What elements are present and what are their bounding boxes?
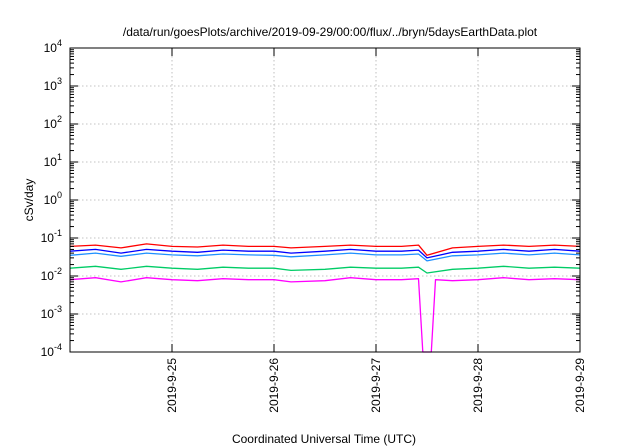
y-tick-label: 100 (44, 190, 62, 207)
chart-title: /data/run/goesPlots/archive/2019-09-29/0… (123, 25, 538, 39)
y-tick-label: 10-2 (41, 266, 62, 283)
y-tick-exponent: -1 (54, 228, 62, 238)
y-tick-base: 10 (44, 117, 58, 131)
series-line-5 (69, 277, 581, 353)
grid (70, 48, 581, 352)
series-line-2 (69, 248, 581, 259)
y-tick-base: 10 (44, 41, 58, 55)
x-tick-label: 2019-9-27 (369, 358, 383, 413)
y-tick-exponent: 2 (57, 114, 62, 124)
y-tick-base: 10 (44, 155, 58, 169)
y-tick-base: 10 (44, 79, 58, 93)
x-tick-label: 2019-9-29 (573, 358, 587, 413)
y-tick-base: 10 (41, 345, 55, 359)
y-tick-exponent: 3 (57, 76, 62, 86)
y-tick-base: 10 (41, 307, 55, 321)
y-axis-label: cSv/day (22, 179, 36, 222)
series-line-3 (69, 252, 581, 262)
ticks (70, 47, 581, 353)
y-tick-base: 10 (41, 269, 55, 283)
x-tick-label: 2019-9-28 (471, 358, 485, 413)
y-tick-exponent: 1 (57, 152, 62, 162)
y-tick-exponent: 4 (57, 38, 62, 48)
y-tick-base: 10 (41, 231, 55, 245)
series-line-1 (69, 243, 581, 256)
y-tick-exponent: 0 (57, 190, 62, 200)
y-tick-label: 10-1 (41, 228, 62, 245)
x-axis-label: Coordinated Universal Time (UTC) (232, 432, 416, 446)
y-tick-label: 101 (44, 152, 62, 169)
y-tick-label: 10-4 (41, 342, 62, 359)
y-tick-label: 10-3 (41, 304, 62, 321)
y-tick-exponent: -2 (54, 266, 62, 276)
series-line-4 (69, 265, 581, 274)
y-tick-label: 102 (44, 114, 62, 131)
y-tick-label: 104 (44, 38, 62, 55)
y-tick-label: 103 (44, 76, 62, 93)
x-tick-label: 2019-9-26 (267, 358, 281, 413)
series-layer (69, 243, 581, 353)
y-tick-exponent: -4 (54, 342, 62, 352)
x-tick-label: 2019-9-25 (165, 358, 179, 413)
y-tick-base: 10 (44, 193, 58, 207)
y-tick-exponent: -3 (54, 304, 62, 314)
x-tick-labels: 2019-9-25 2019-9-26 2019-9-27 2019-9-28 2019… (165, 358, 587, 413)
